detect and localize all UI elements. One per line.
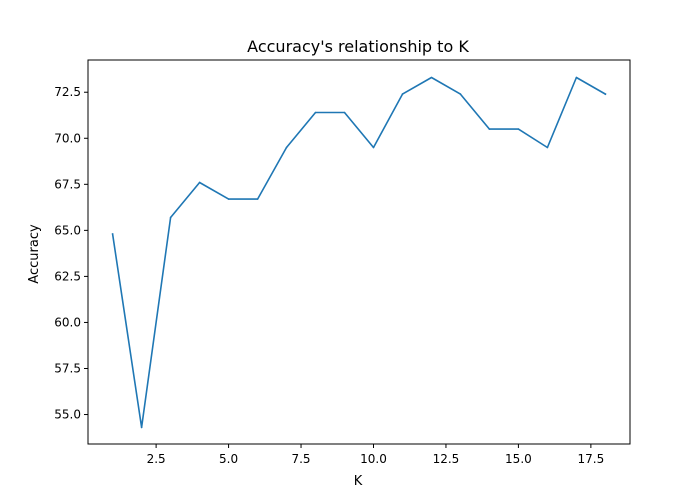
data-point [227,198,230,200]
chart-title: Accuracy's relationship to K [247,37,469,56]
series-layer [111,76,607,429]
x-axis: 2.5 5.0 7.5 10.0 12.5 15.0 17.5 [147,444,605,466]
y-tick-label: 67.5 [54,177,81,191]
data-point [459,93,462,95]
data-point [111,233,114,235]
data-point [604,93,607,95]
data-point [343,111,346,114]
plot-area [87,59,631,445]
y-tick-label: 55.0 [54,408,81,422]
y-tick-label: 57.5 [54,361,81,375]
x-tick-label: 10.0 [360,452,387,466]
y-tick-label: 65.0 [54,223,81,237]
data-point [401,93,404,95]
y-tick-label: 60.0 [54,315,81,329]
x-tick-label: 12.5 [433,452,460,466]
x-tick-label: 17.5 [578,452,605,466]
y-tick-label: 62.5 [54,269,81,283]
y-tick-label: 72.5 [54,85,81,99]
y-tick-label: 70.0 [54,131,81,145]
x-tick-label: 5.0 [219,452,238,466]
data-point [285,146,288,149]
data-point [256,198,259,200]
x-tick-label: 7.5 [291,452,310,466]
data-point [546,146,549,149]
y-axis-label: Accuracy [27,224,42,284]
y-axis: 55.0 57.5 60.0 62.5 65.0 67.5 70.0 72.5 [54,85,88,422]
data-point [372,146,375,149]
x-tick-label: 15.0 [505,452,532,466]
x-tick-label: 2.5 [147,452,166,466]
data-point [140,426,143,429]
data-point [575,76,578,79]
series-line [111,76,607,429]
axes-frame [87,59,631,445]
data-point [314,111,317,114]
data-point [517,128,520,130]
data-point [488,128,491,130]
data-point [198,181,201,184]
data-point [430,76,433,79]
x-axis-label: K [354,474,363,489]
data-point [169,216,172,219]
